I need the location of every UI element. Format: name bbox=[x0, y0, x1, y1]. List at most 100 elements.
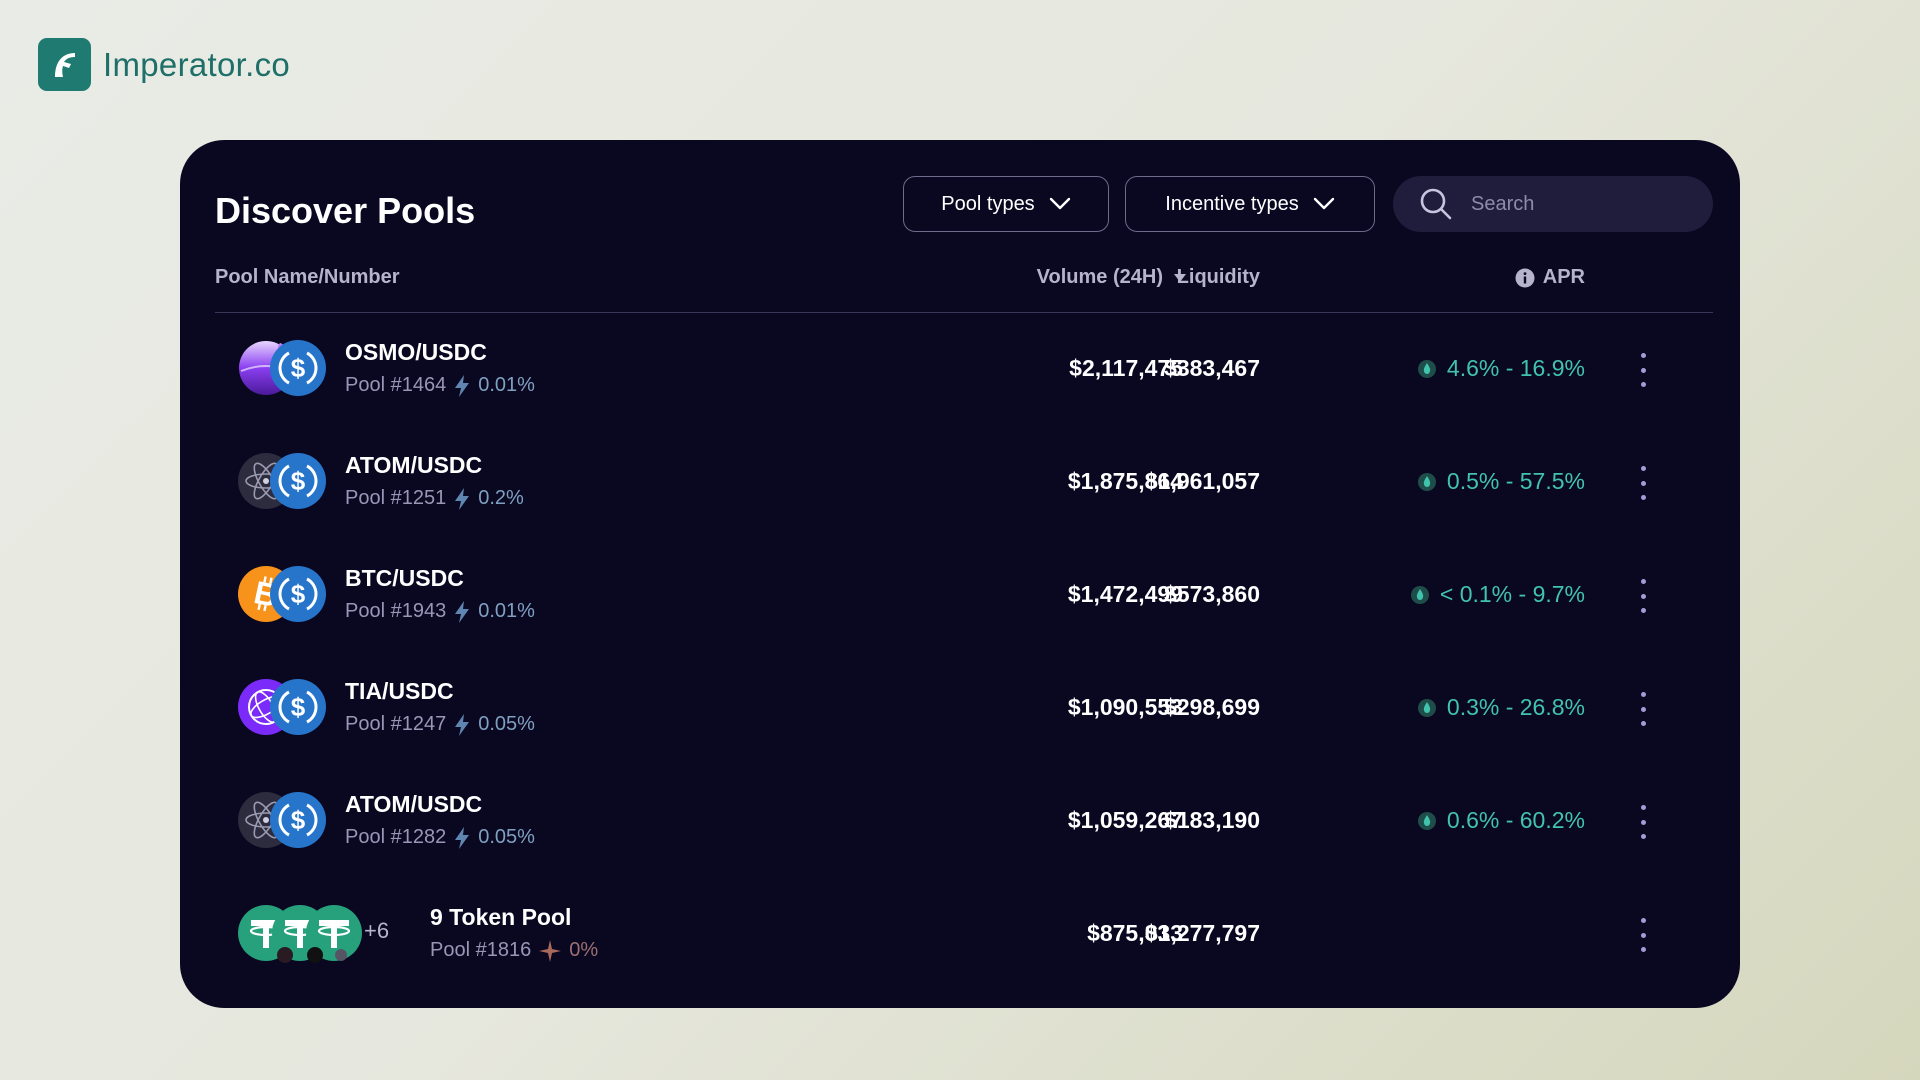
table-row[interactable]: $ OSMO/USDC Pool #1464 0.01% $2,117,475 … bbox=[180, 313, 1740, 426]
usdc-token-icon: $ bbox=[270, 566, 326, 622]
row-menu-icon[interactable] bbox=[1633, 918, 1653, 952]
lightning-icon bbox=[455, 487, 470, 510]
row-menu-icon[interactable] bbox=[1633, 466, 1653, 500]
pool-apr: < 0.1% - 9.7% bbox=[1410, 581, 1585, 608]
pool-meta: Pool #1464 0.01% bbox=[345, 374, 535, 397]
pool-number: Pool #1251 bbox=[345, 487, 447, 509]
svg-text:$: $ bbox=[291, 692, 306, 722]
pool-volume: $1,090,553 bbox=[1067, 694, 1183, 720]
search-input[interactable] bbox=[1469, 191, 1693, 217]
usdc-token-icon: $ bbox=[270, 792, 326, 848]
chevron-down-icon bbox=[1313, 197, 1334, 210]
table-row[interactable]: +6 9 Token Pool Pool #1816 0% $875,033 $… bbox=[180, 878, 1740, 991]
brand[interactable]: Imperator.co bbox=[38, 38, 290, 91]
search-box[interactable] bbox=[1393, 176, 1713, 232]
lightning-icon bbox=[455, 374, 470, 397]
pool-liquidity: $1,961,057 bbox=[1144, 468, 1260, 494]
pool-liquidity: $298,699 bbox=[1164, 694, 1260, 720]
table-row[interactable]: $ ATOM/USDC Pool #1282 0.05% $1,059,267 … bbox=[180, 765, 1740, 878]
column-header-name: Pool Name/Number bbox=[215, 266, 400, 288]
droplet-icon bbox=[1417, 811, 1436, 830]
table-row[interactable]: $ ATOM/USDC Pool #1251 0.2% $1,875,864 $… bbox=[180, 426, 1740, 539]
svg-text:$: $ bbox=[291, 466, 306, 496]
pool-meta: Pool #1943 0.01% bbox=[345, 600, 535, 623]
apr-range: 0.5% - 57.5% bbox=[1446, 468, 1585, 494]
token-icons: $ bbox=[237, 678, 337, 740]
extra-tokens-count: +6 bbox=[364, 918, 390, 943]
pool-pair: BTC/USDC bbox=[345, 565, 464, 591]
pool-liquidity: $183,190 bbox=[1164, 807, 1260, 833]
discover-pools-panel: Discover Pools Pool types Incentive type… bbox=[180, 140, 1740, 1008]
volume-header-label: Volume (24H) bbox=[1036, 266, 1163, 288]
pool-number: Pool #1247 bbox=[345, 713, 447, 735]
droplet-icon bbox=[1417, 359, 1436, 378]
row-menu-icon[interactable] bbox=[1633, 692, 1653, 726]
pool-pair: ATOM/USDC bbox=[345, 791, 483, 817]
column-header-apr: APR bbox=[1515, 266, 1585, 289]
droplet-icon bbox=[1417, 698, 1436, 717]
pool-pair: ATOM/USDC bbox=[345, 452, 483, 478]
pool-fee: 0% bbox=[569, 939, 599, 961]
chain-badge-icons bbox=[277, 947, 347, 963]
apr-range: 0.3% - 26.8% bbox=[1446, 694, 1585, 720]
incentive-types-dropdown[interactable]: Incentive types bbox=[1125, 176, 1375, 232]
incentive-types-label: Incentive types bbox=[1165, 192, 1299, 215]
pool-liquidity: $573,860 bbox=[1164, 581, 1260, 607]
token-icons: +6 bbox=[237, 904, 407, 966]
droplet-icon bbox=[1417, 472, 1436, 491]
pool-pair: TIA/USDC bbox=[345, 678, 454, 704]
row-menu-icon[interactable] bbox=[1633, 579, 1653, 613]
pool-meta: Pool #1247 0.05% bbox=[345, 713, 535, 736]
helmet-icon bbox=[38, 38, 91, 91]
pool-number: Pool #1943 bbox=[345, 600, 447, 622]
apr-header-label: APR bbox=[1542, 266, 1585, 288]
sparkle-icon bbox=[539, 939, 562, 962]
pool-types-dropdown[interactable]: Pool types bbox=[903, 176, 1109, 232]
pool-meta: Pool #1816 0% bbox=[430, 939, 598, 962]
pool-fee: 0.05% bbox=[478, 713, 535, 735]
pool-pair: 9 Token Pool bbox=[430, 904, 572, 930]
svg-text:$: $ bbox=[291, 353, 306, 383]
chevron-down-icon bbox=[1049, 197, 1070, 210]
pool-apr: 0.5% - 57.5% bbox=[1417, 468, 1585, 495]
usdc-token-icon: $ bbox=[270, 453, 326, 509]
pool-liquidity: $383,467 bbox=[1164, 355, 1260, 381]
pool-fee: 0.05% bbox=[478, 826, 535, 848]
token-icons: $ bbox=[237, 791, 337, 853]
row-menu-icon[interactable] bbox=[1633, 353, 1653, 387]
lightning-icon bbox=[455, 600, 470, 623]
page-title: Discover Pools bbox=[215, 190, 476, 231]
svg-text:$: $ bbox=[291, 579, 306, 609]
table-row[interactable]: B $ BTC/USDC Pool #1943 0.01% $1,472,499… bbox=[180, 539, 1740, 652]
pool-volume: $875,033 bbox=[1087, 920, 1183, 946]
search-icon bbox=[1420, 188, 1452, 220]
usdc-token-icon: $ bbox=[270, 679, 326, 735]
pool-volume: $1,875,864 bbox=[1067, 468, 1183, 494]
caret-down-icon bbox=[1174, 273, 1186, 282]
pool-volume: $1,059,267 bbox=[1067, 807, 1183, 833]
pool-liquidity: $1,277,797 bbox=[1144, 920, 1260, 946]
info-icon[interactable] bbox=[1515, 268, 1535, 288]
token-icons: B $ bbox=[237, 565, 337, 627]
pool-number: Pool #1816 bbox=[430, 939, 532, 961]
token-icons: $ bbox=[237, 339, 337, 401]
pool-meta: Pool #1282 0.05% bbox=[345, 826, 535, 849]
brand-name: Imperator.co bbox=[103, 45, 291, 83]
table-row[interactable]: $ TIA/USDC Pool #1247 0.05% $1,090,553 $… bbox=[180, 652, 1740, 765]
pool-apr: 4.6% - 16.9% bbox=[1417, 355, 1585, 382]
pool-volume: $2,117,475 bbox=[1069, 355, 1183, 381]
pool-pair: OSMO/USDC bbox=[345, 339, 487, 365]
pool-fee: 0.01% bbox=[478, 600, 535, 622]
pool-apr: 0.3% - 26.8% bbox=[1417, 694, 1585, 721]
pool-fee: 0.2% bbox=[478, 487, 524, 509]
apr-range: 4.6% - 16.9% bbox=[1446, 355, 1585, 381]
token-icons: $ bbox=[237, 452, 337, 514]
droplet-icon bbox=[1410, 585, 1429, 604]
svg-text:$: $ bbox=[291, 805, 306, 835]
apr-range: < 0.1% - 9.7% bbox=[1439, 581, 1585, 607]
pool-types-label: Pool types bbox=[941, 192, 1035, 215]
pool-meta: Pool #1251 0.2% bbox=[345, 487, 524, 510]
column-header-volume[interactable]: Volume (24H) bbox=[1037, 266, 1187, 289]
row-menu-icon[interactable] bbox=[1633, 805, 1653, 839]
lightning-icon bbox=[455, 826, 470, 849]
